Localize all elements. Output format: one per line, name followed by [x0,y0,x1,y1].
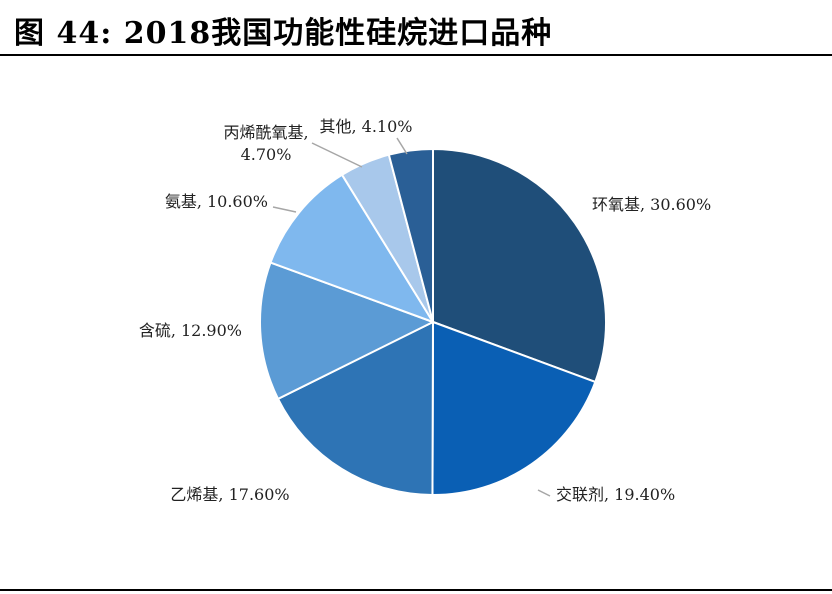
slice-label-6-line-2: 4.70% [241,145,292,164]
pie-slice-3 [276,320,435,497]
leader-line-6 [311,142,363,168]
figure-title: 图 44: 2018我国功能性硅烷进口品种 [14,16,553,51]
pie-slice-7 [387,147,434,323]
leader-line-7 [396,137,408,155]
leader-lines [272,137,551,497]
slice-label-6: 丙烯酰氧基, 4.70% [223,123,308,164]
pie-slice-2 [431,320,597,497]
slice-labels: 环氧基, 30.60% 交联剂, 19.40% 乙烯基, 17.60% 含硫, 12.… [139,117,711,504]
slice-label-1: 环氧基, 30.60% [592,195,711,214]
pie-slices [259,147,607,497]
slice-label-6-line-1: 丙烯酰氧基, [223,123,308,142]
bottom-rule [0,589,832,591]
slice-label-3: 乙烯基, 17.60% [170,485,289,504]
slice-label-7: 其他, 4.10% [319,117,412,136]
pie-slice-1 [432,147,607,384]
slice-label-2: 交联剂, 19.40% [556,485,675,504]
leader-line-5 [272,206,297,213]
leader-line-2 [537,489,551,497]
slice-label-5: 氨基, 10.60% [165,192,268,211]
slice-label-4: 含硫, 12.90% [139,321,242,340]
pie-slice-5 [269,173,436,324]
pie-slice-4 [259,261,436,401]
title-rule [0,54,832,56]
